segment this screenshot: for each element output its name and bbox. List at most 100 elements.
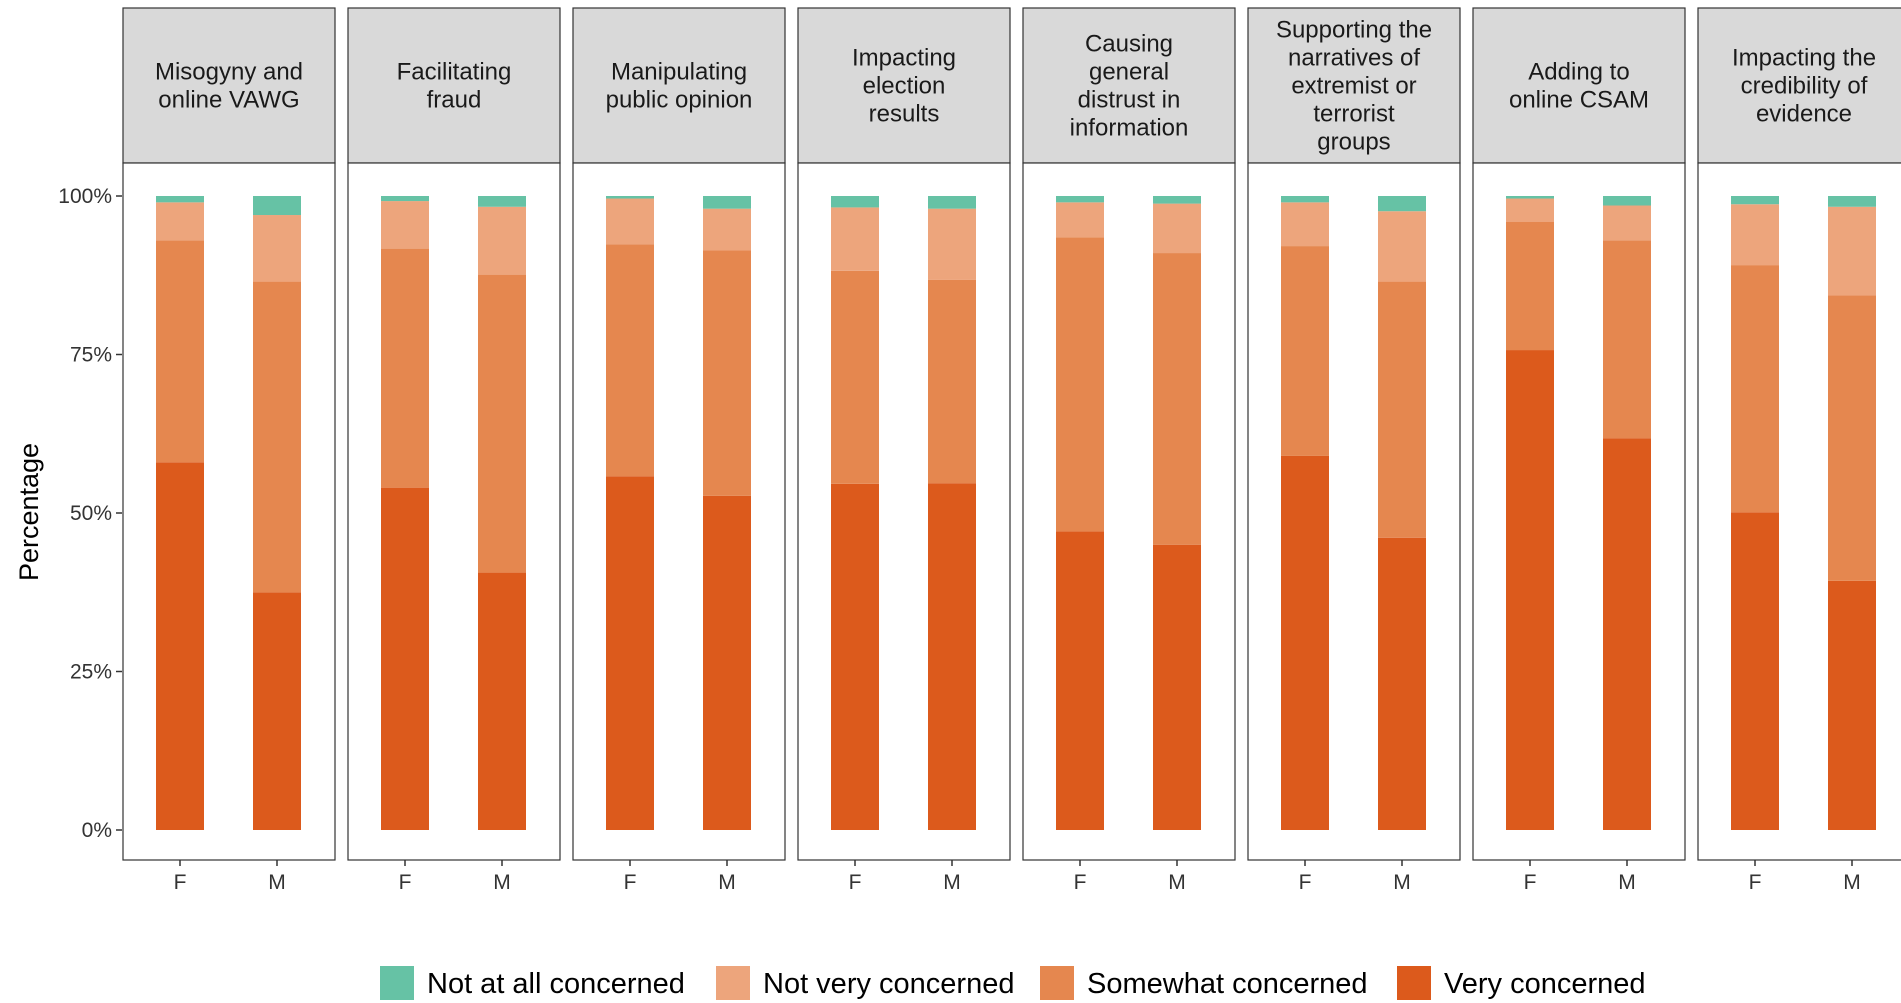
- facet-title-line: evidence: [1756, 101, 1852, 128]
- plot-panel: [347, 162, 561, 861]
- x-tick-label: M: [1168, 871, 1186, 894]
- bar-segment: [478, 572, 526, 830]
- facet-strip: [572, 7, 786, 164]
- bar-segment: [1153, 196, 1201, 204]
- facet-strip: [1472, 7, 1686, 164]
- facet-title-line: terrorist: [1313, 101, 1395, 128]
- bar-segment: [703, 495, 751, 830]
- bar-segment: [156, 240, 204, 463]
- facet-strip: [797, 7, 1011, 164]
- bar-segment: [928, 483, 976, 830]
- legend-key: [380, 966, 414, 1000]
- bar-segment: [1056, 202, 1104, 238]
- bar-segment: [606, 476, 654, 830]
- x-tick-label: F: [1749, 871, 1762, 894]
- bar-segment: [1828, 580, 1876, 830]
- bar-segment: [1281, 196, 1329, 203]
- bar-segment: [156, 462, 204, 830]
- legend-label: Somewhat concerned: [1087, 968, 1368, 1000]
- bar-segment: [928, 208, 976, 280]
- plot-panel: [1472, 162, 1686, 861]
- bar-segment: [606, 244, 654, 477]
- bar-segment: [1506, 350, 1554, 830]
- bar-segment: [1506, 198, 1554, 222]
- facet-strip: [347, 7, 561, 164]
- bar-segment: [1378, 211, 1426, 282]
- x-tick-label: F: [849, 871, 862, 894]
- facet-title-line: election: [863, 73, 946, 100]
- x-tick-label: M: [1393, 871, 1411, 894]
- x-tick-label: F: [1524, 871, 1537, 894]
- bar-segment: [1731, 204, 1779, 266]
- y-tick-label: 25%: [70, 661, 112, 684]
- bar-segment: [928, 279, 976, 484]
- bar-segment: [1056, 196, 1104, 203]
- legend-key: [1040, 966, 1074, 1000]
- x-tick-label: F: [624, 871, 637, 894]
- bar-segment: [606, 196, 654, 199]
- facet-title-line: distrust in: [1078, 87, 1181, 114]
- legend-key: [716, 966, 750, 1000]
- facet-title-line: extremist or: [1291, 73, 1416, 100]
- facet-title-line: online VAWG: [158, 87, 299, 114]
- bar-segment: [1378, 196, 1426, 212]
- bar-segment: [1731, 512, 1779, 830]
- facet-title-line: narratives of: [1288, 45, 1420, 72]
- x-tick-label: M: [943, 871, 961, 894]
- bar-segment: [478, 196, 526, 207]
- bar-segment: [253, 592, 301, 830]
- facet-title-line: groups: [1317, 129, 1390, 156]
- bar-segment: [1281, 455, 1329, 830]
- legend-label: Not very concerned: [763, 968, 1014, 1000]
- facet-title-line: Supporting the: [1276, 17, 1432, 44]
- bar-segment: [381, 196, 429, 202]
- bar-segment: [928, 196, 976, 209]
- bar-segment: [1828, 295, 1876, 581]
- bar-segment: [1056, 237, 1104, 532]
- bar-segment: [1828, 196, 1876, 207]
- plot-panel: [572, 162, 786, 861]
- bar-segment: [381, 487, 429, 830]
- bar-segment: [1603, 196, 1651, 206]
- x-tick-label: F: [174, 871, 187, 894]
- bar-segment: [381, 201, 429, 249]
- y-tick-label: 0%: [82, 819, 112, 842]
- bar-segment: [253, 215, 301, 282]
- x-tick-label: M: [1618, 871, 1636, 894]
- facet-title-line: fraud: [427, 87, 482, 114]
- facet-title-line: Impacting the: [1732, 45, 1876, 72]
- facet-title-line: general: [1089, 59, 1169, 86]
- x-tick-label: M: [718, 871, 736, 894]
- bar-segment: [478, 274, 526, 573]
- legend: Not at all concerned Not very concerned So…: [380, 966, 1646, 1000]
- bar-segment: [1153, 544, 1201, 830]
- bar-segment: [1153, 203, 1201, 254]
- plot-panel: [122, 162, 336, 861]
- bar-segment: [253, 281, 301, 593]
- plot-panel: [797, 162, 1011, 861]
- plot-panel: [1247, 162, 1461, 861]
- bar-segment: [831, 270, 879, 484]
- bar-segment: [1056, 531, 1104, 830]
- legend-key: [1397, 966, 1431, 1000]
- facet-title-line: Adding to: [1528, 59, 1629, 86]
- x-tick-label: F: [1299, 871, 1312, 894]
- facet-title-line: public opinion: [606, 87, 753, 114]
- bar-segment: [703, 196, 751, 209]
- x-tick-label: M: [1843, 871, 1861, 894]
- y-tick-label: 75%: [70, 344, 112, 367]
- bar-segment: [1506, 221, 1554, 351]
- bar-segment: [253, 196, 301, 216]
- bar-segment: [606, 198, 654, 245]
- x-tick-label: F: [1074, 871, 1087, 894]
- facet-title-line: Impacting: [852, 45, 956, 72]
- bar-segment: [703, 208, 751, 251]
- legend-label: Not at all concerned: [427, 968, 685, 1000]
- bar-segment: [1281, 202, 1329, 247]
